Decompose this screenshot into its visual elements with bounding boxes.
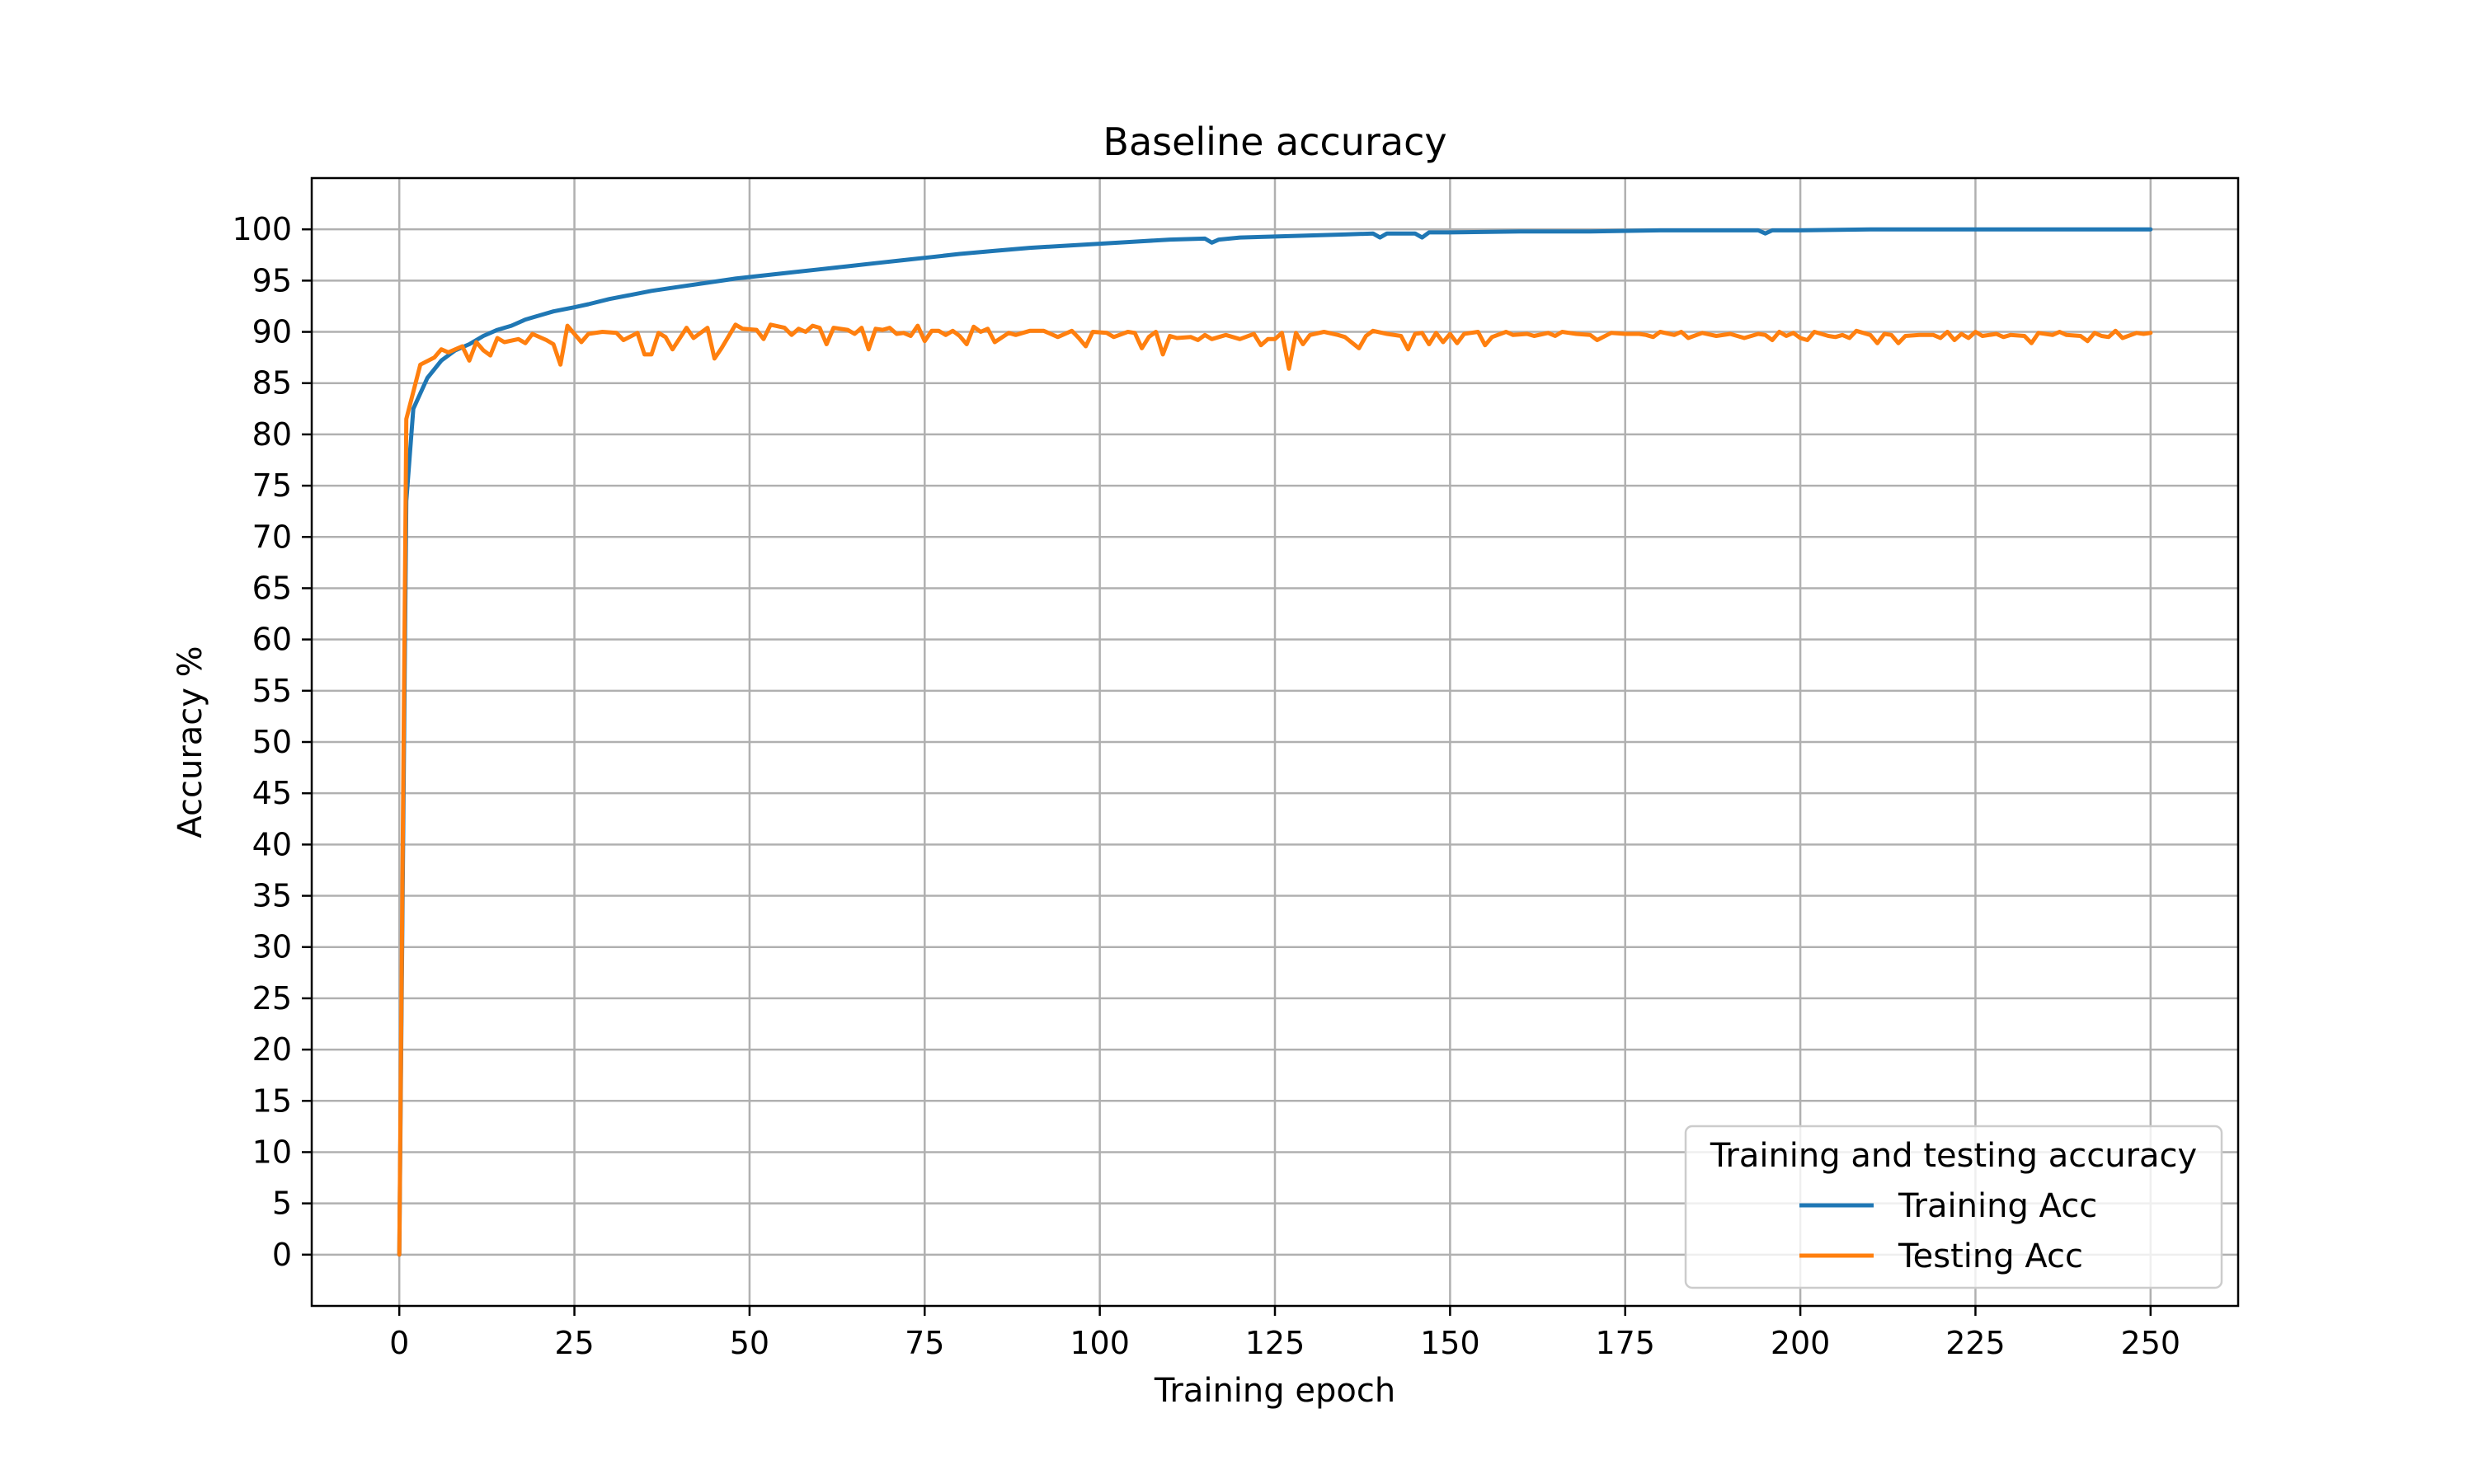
y-tick-label: 75 <box>252 467 292 504</box>
y-tick-label: 40 <box>252 826 292 862</box>
series-line-testing <box>397 322 2153 1257</box>
x-tick-label: 75 <box>905 1325 944 1361</box>
y-tick-label: 65 <box>252 570 292 606</box>
y-tick-label: 85 <box>252 365 292 402</box>
chart-title: Baseline accuracy <box>1103 120 1446 164</box>
y-tick-label: 45 <box>252 775 292 811</box>
y-tick-label: 70 <box>252 519 292 555</box>
x-tick-label: 125 <box>1245 1325 1305 1361</box>
y-tick-label: 0 <box>272 1237 292 1273</box>
series-line-training <box>397 227 2153 1257</box>
y-tick-label: 15 <box>252 1082 292 1119</box>
y-tick-label: 80 <box>252 416 292 453</box>
legend-box <box>1684 1125 2223 1289</box>
x-tick-label: 225 <box>1945 1325 2006 1361</box>
x-tick-label: 50 <box>730 1325 769 1361</box>
y-tick-label: 10 <box>252 1134 292 1170</box>
y-tick-label: 50 <box>252 724 292 760</box>
x-tick-label: 100 <box>1070 1325 1130 1361</box>
y-tick-label: 55 <box>252 673 292 709</box>
y-tick-label: 35 <box>252 878 292 914</box>
x-tick-label: 25 <box>554 1325 594 1361</box>
axis-ticks: 0 25 50 75 100 125 150 175 200 225 250 0 5 10 15 20 25 30… <box>232 211 2180 1361</box>
legend: Training and testing accuracy Training A… <box>1684 1125 2223 1289</box>
legend-label-training: Training Acc <box>1898 1187 2097 1225</box>
y-axis-label: Accuracy % <box>172 646 209 838</box>
x-axis-label: Training epoch <box>1154 1372 1395 1410</box>
x-tick-label: 200 <box>1771 1325 1831 1361</box>
y-tick-label: 5 <box>272 1186 292 1222</box>
y-tick-label: 20 <box>252 1031 292 1068</box>
y-tick-label: 100 <box>232 211 292 247</box>
x-tick-label: 0 <box>389 1325 409 1361</box>
y-tick-label: 95 <box>252 262 292 298</box>
y-tick-label: 25 <box>252 980 292 1017</box>
series-lines <box>397 227 2153 1257</box>
legend-title: Training and testing accuracy <box>1710 1137 2197 1175</box>
x-tick-label: 250 <box>2121 1325 2181 1361</box>
x-tick-label: 175 <box>1595 1325 1655 1361</box>
x-tick-label: 150 <box>1420 1325 1480 1361</box>
y-tick-label: 60 <box>252 622 292 658</box>
y-tick-label: 30 <box>252 929 292 965</box>
legend-label-testing: Testing Acc <box>1898 1237 2083 1275</box>
y-tick-label: 90 <box>252 314 292 350</box>
